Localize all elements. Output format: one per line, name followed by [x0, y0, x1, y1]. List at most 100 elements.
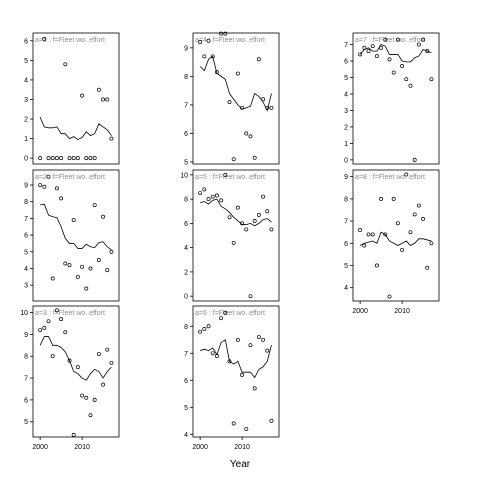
data-point	[63, 330, 68, 335]
data-point	[269, 227, 274, 232]
data-point	[231, 240, 236, 245]
data-point	[395, 221, 400, 226]
data-point	[383, 37, 388, 42]
trend-line	[200, 339, 272, 379]
y-tick-label: 0	[344, 157, 348, 164]
data-point	[269, 418, 274, 423]
y-tick-label: 9	[344, 174, 348, 181]
data-point	[105, 97, 110, 102]
data-point	[231, 157, 236, 162]
data-point	[387, 57, 392, 62]
data-point	[269, 105, 274, 110]
data-point	[391, 70, 396, 75]
data-point	[223, 172, 228, 177]
data-point	[92, 203, 97, 207]
panel-strip-title: a=7 : f=Fleet wo. effort	[355, 37, 425, 44]
data-point	[383, 232, 388, 237]
y-tick-label: 3	[24, 97, 28, 104]
data-point	[400, 64, 405, 68]
data-point	[412, 157, 417, 162]
data-point	[198, 191, 203, 195]
y-tick-label: 0	[24, 156, 28, 163]
y-tick-label: 4	[344, 91, 348, 98]
data-point	[105, 347, 110, 352]
y-tick-label: 5	[344, 75, 348, 82]
panel-frame	[352, 169, 440, 302]
data-point	[75, 156, 80, 161]
data-point	[80, 393, 85, 398]
data-point	[46, 174, 51, 179]
data-point	[256, 335, 261, 340]
data-point	[379, 45, 384, 50]
data-point	[42, 36, 47, 41]
data-point	[240, 372, 245, 377]
data-point	[408, 230, 413, 235]
data-point	[400, 247, 405, 252]
data-point	[80, 264, 85, 269]
data-point	[84, 286, 89, 291]
panel-strip-title: a=8 : f=Fleet wo. effort	[355, 174, 425, 181]
data-point	[429, 241, 434, 246]
data-point	[71, 156, 76, 161]
data-point	[366, 232, 371, 237]
data-point	[391, 196, 396, 201]
data-point	[219, 316, 224, 321]
data-point	[84, 156, 89, 161]
data-point	[412, 212, 417, 217]
data-point	[109, 360, 114, 365]
data-point	[366, 49, 371, 54]
panel: a=2 : f=Fleet wo. effort 3 4 5 6 7 8 9	[24, 169, 120, 302]
data-point	[244, 131, 249, 136]
data-point	[50, 276, 55, 281]
trend-line	[359, 231, 432, 246]
data-point	[88, 266, 93, 271]
y-tick-label: 8	[184, 324, 188, 331]
y-tick-label: 10	[20, 310, 28, 317]
y-tick-label: 0	[184, 294, 188, 301]
data-point	[88, 413, 93, 418]
data-point	[265, 209, 270, 214]
data-point	[80, 93, 85, 98]
y-tick-label: 7	[24, 376, 28, 383]
data-point	[227, 100, 232, 105]
data-point	[54, 308, 59, 313]
data-point	[219, 198, 224, 203]
y-tick-label: 4	[184, 245, 188, 252]
data-point	[374, 54, 379, 59]
y-tick-label: 6	[344, 59, 348, 66]
y-tick-label: 6	[184, 221, 188, 228]
data-point	[101, 214, 106, 219]
data-point	[231, 421, 236, 426]
data-point	[395, 37, 400, 42]
data-point	[54, 186, 59, 191]
y-tick-label: 5	[344, 263, 348, 270]
y-tick-label: 7	[184, 351, 188, 358]
panel: a=8 : f=Fleet wo. effort 4 5 6 7 8 9 2000 2010	[344, 169, 440, 315]
data-point	[223, 310, 228, 315]
panel: a=3 : f=Fleet wo. effort 5 6 7 8 9 10 2000 2010	[20, 305, 120, 451]
data-point	[404, 77, 409, 82]
y-tick-label: 6	[184, 131, 188, 138]
data-point	[261, 194, 266, 199]
data-point	[261, 97, 266, 102]
x-tick-label: 2000	[32, 444, 48, 451]
data-point	[429, 77, 434, 82]
y-tick-label: 3	[24, 283, 28, 290]
x-axis-label: Year	[230, 459, 251, 470]
data-point	[374, 263, 379, 268]
data-point	[67, 156, 72, 161]
y-tick-label: 2	[184, 269, 188, 276]
panel-frame	[192, 32, 280, 165]
data-point	[265, 348, 270, 353]
y-tick-label: 4	[24, 266, 28, 273]
panel: a=5 : f=Fleet wo. effort 0 2 4 6 8 10	[180, 169, 280, 302]
y-tick-label: 4	[344, 285, 348, 292]
panel-frame	[32, 305, 120, 438]
panel-frame	[352, 32, 440, 165]
data-point	[227, 215, 232, 220]
data-point	[71, 218, 76, 223]
y-tick-label: 2	[24, 117, 28, 124]
data-point	[96, 352, 101, 356]
y-tick-label: 10	[180, 172, 188, 179]
data-point	[256, 57, 261, 62]
